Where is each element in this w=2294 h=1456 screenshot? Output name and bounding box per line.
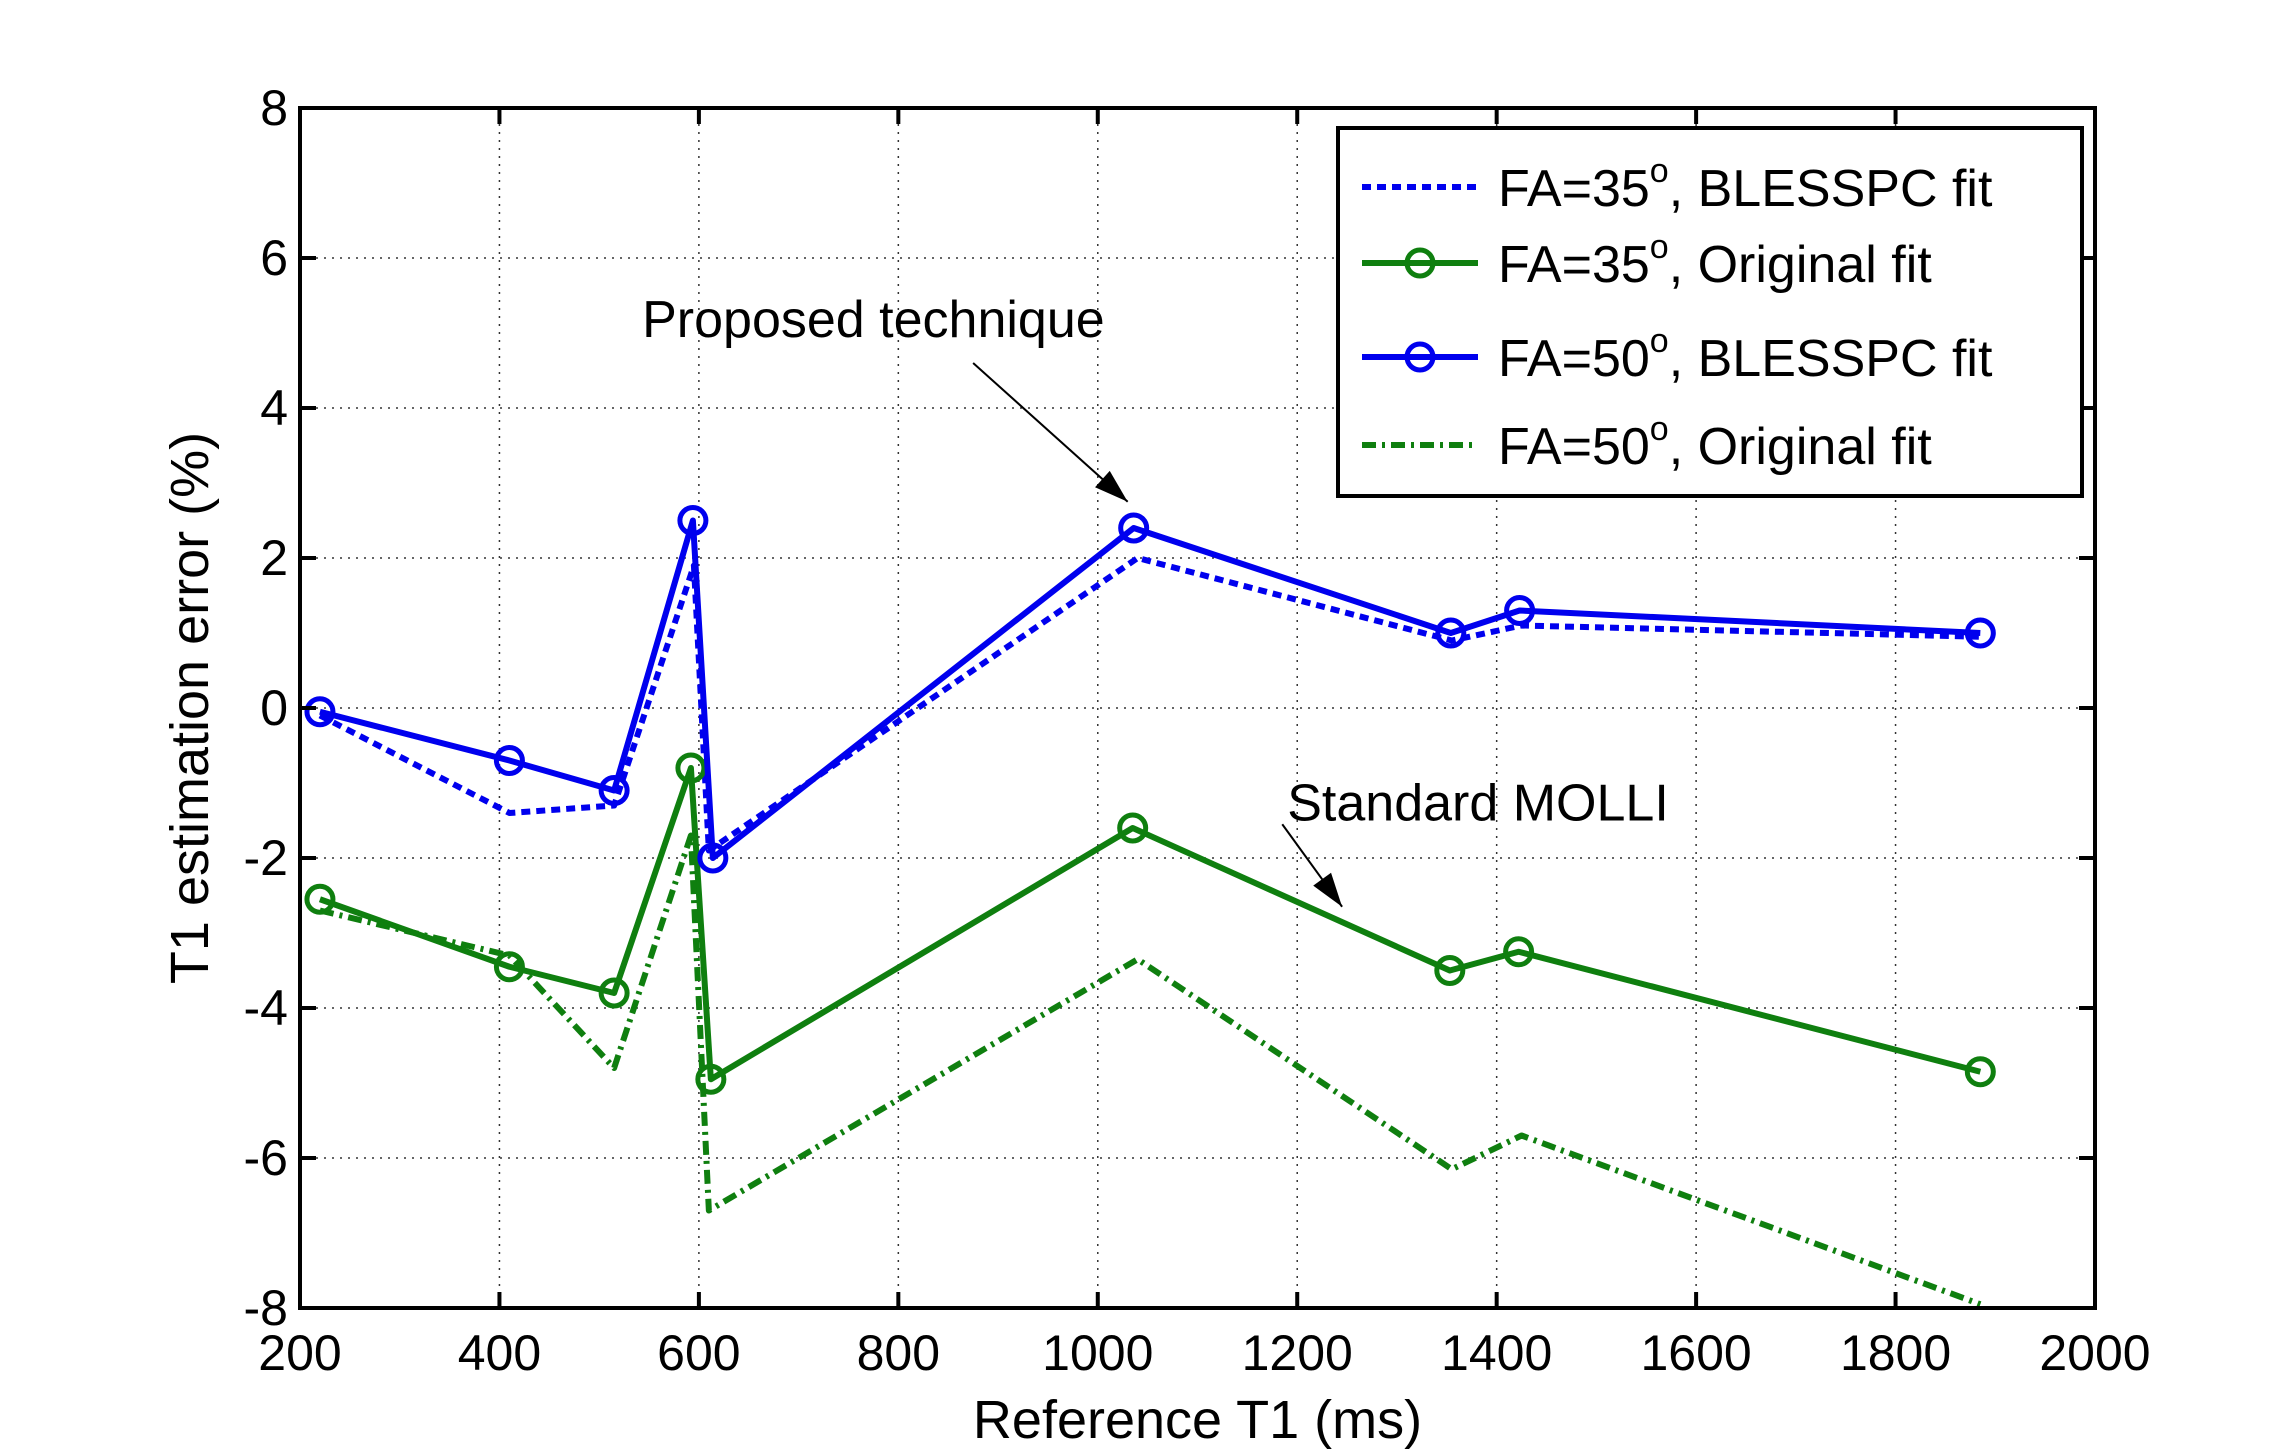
y-tick-label: 6: [260, 230, 288, 286]
legend-marker: [1404, 247, 1436, 279]
annotation-arrow-proposed: [972, 362, 1129, 503]
arrowhead-proposed: [1095, 470, 1128, 502]
data-point: [1504, 595, 1536, 626]
data-point: [493, 745, 525, 776]
data-point: [1964, 617, 1996, 649]
y-axis-title: T1 estimation error (%): [160, 432, 220, 984]
data-point: [675, 752, 707, 784]
legend-box: [1336, 126, 2084, 498]
data-point: [598, 977, 630, 1009]
y-tick-label: -4: [244, 980, 288, 1036]
legend: FA=35o, BLESSPC fit FA=35o, Original fit…: [1336, 126, 2084, 498]
series-line-3: [319, 832, 1982, 1308]
legend-marker: [1404, 341, 1436, 373]
annotation-proposed-technique: Proposed technique: [642, 291, 1105, 349]
series-line-0: [318, 555, 1981, 854]
series-group: [304, 505, 1996, 1308]
legend-entry: FA=50o, BLESSPC fit: [1362, 322, 1993, 388]
data-point: [598, 775, 630, 806]
y-tick-label: 2: [260, 530, 288, 586]
legend-entry: FA=35o, BLESSPC fit: [1362, 152, 1993, 218]
series-line-2: [319, 517, 1981, 861]
y-tick-label: 4: [260, 380, 288, 436]
y-tick-label: 0: [260, 680, 288, 736]
legend-label: FA=35o, Original fit: [1498, 228, 1932, 294]
y-tick-label: -8: [244, 1280, 288, 1336]
legend-entry: FA=50o, Original fit: [1362, 410, 1932, 476]
x-tick-label: 800: [857, 1325, 940, 1381]
x-tick-label: 1400: [1441, 1325, 1552, 1381]
y-tick-label: -2: [244, 830, 288, 886]
x-tick-label: 1200: [1242, 1325, 1353, 1381]
y-tick-label: 8: [260, 80, 288, 136]
annotation-standard-molli: Standard MOLLI: [1287, 775, 1669, 833]
arrowhead-molli: [1313, 872, 1343, 907]
data-point: [1434, 955, 1466, 986]
x-tick-label: 400: [458, 1325, 541, 1381]
legend-label: FA=50o, BLESSPC fit: [1498, 322, 1993, 388]
data-point: [697, 842, 729, 874]
data-point: [695, 1063, 727, 1095]
x-tick-label: 1800: [1840, 1325, 1951, 1381]
annotations: Proposed technique Standard MOLLI: [642, 291, 1669, 908]
x-tick-label: 1000: [1042, 1325, 1153, 1381]
x-tick-label: 200: [258, 1325, 341, 1381]
data-point: [1117, 812, 1149, 844]
data-point: [1503, 936, 1535, 968]
y-tick-label: -6: [244, 1130, 288, 1186]
legend-label: FA=35o, BLESSPC fit: [1498, 152, 1993, 218]
data-point: [304, 696, 336, 728]
axis-ticks: 200 400 600 800 1000 1200 1400 1600 1800 2000 -8 -6…: [244, 80, 2151, 1381]
x-tick-label: 2000: [2039, 1325, 2150, 1381]
x-axis-title: Reference T1 (ms): [973, 1390, 1422, 1450]
data-point: [1118, 512, 1150, 544]
legend-entry: FA=35o, Original fit: [1362, 228, 1932, 294]
x-tick-label: 1600: [1640, 1325, 1751, 1381]
data-point: [1435, 617, 1467, 649]
data-point: [1964, 1056, 1996, 1088]
x-tick-label: 600: [657, 1325, 740, 1381]
series-line-1: [318, 765, 1982, 1083]
legend-label: FA=50o, Original fit: [1498, 410, 1932, 476]
data-point: [677, 505, 709, 536]
